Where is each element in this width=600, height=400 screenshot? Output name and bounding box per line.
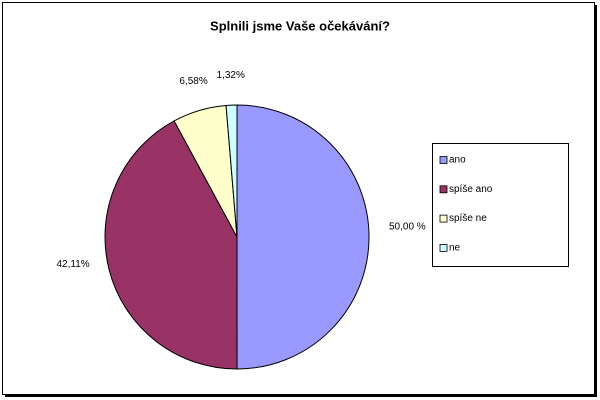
data-label: 1,32% xyxy=(217,70,245,81)
legend-swatch xyxy=(439,214,448,223)
data-label: 42,11% xyxy=(56,259,89,270)
legend-label: ne xyxy=(449,243,461,254)
legend-box xyxy=(432,143,569,267)
data-label: 50,00 % xyxy=(389,222,426,233)
legend-swatch xyxy=(439,243,448,252)
legend-label: ano xyxy=(449,155,466,166)
pie-slice xyxy=(104,120,238,370)
pie-slice xyxy=(236,104,370,370)
pie-slice xyxy=(225,104,238,238)
data-label: 6,58% xyxy=(179,76,207,87)
chart-title: Splnili jsme Vaše očekávání? xyxy=(210,18,390,33)
legend-swatch xyxy=(439,185,448,194)
legend-label: spíše ano xyxy=(449,184,493,195)
legend-label: spíše ne xyxy=(449,213,487,224)
legend-swatch xyxy=(439,156,448,164)
